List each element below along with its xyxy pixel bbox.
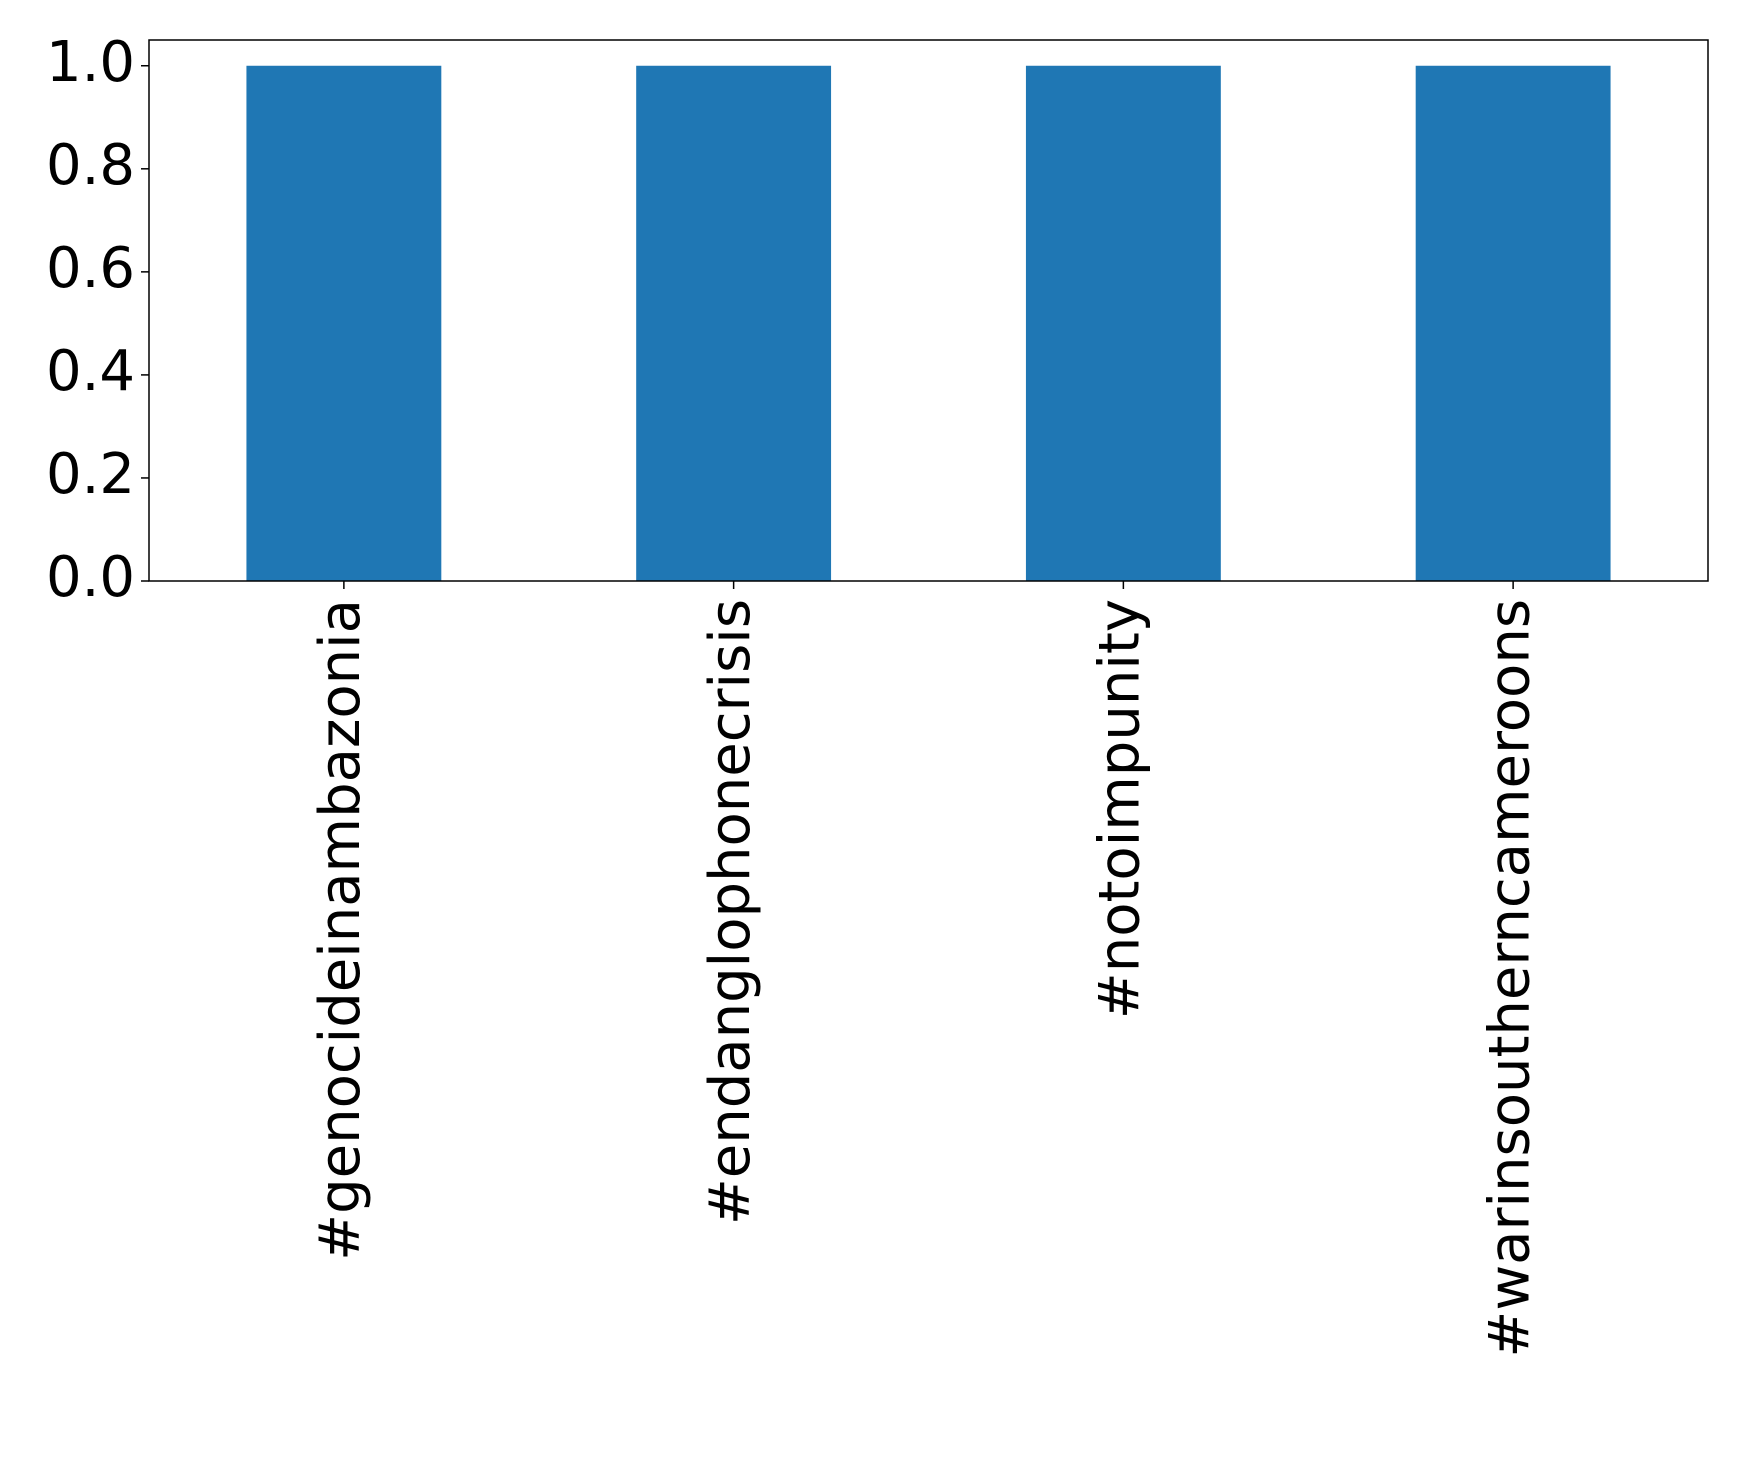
y-tick-label: 0.8	[46, 133, 135, 198]
x-tick-label: #endanglophonecrisis	[698, 599, 763, 1225]
y-tick-label: 0.0	[46, 545, 135, 610]
y-tick-label: 0.2	[46, 442, 135, 507]
bar	[246, 65, 442, 581]
y-tick-label: 1.0	[46, 30, 135, 95]
bar	[1415, 65, 1611, 581]
bar	[1025, 65, 1221, 581]
x-tick-label: #genocideinambazonia	[308, 599, 373, 1261]
bar	[636, 65, 832, 581]
y-tick-label: 0.4	[46, 339, 135, 404]
y-tick-label: 0.6	[46, 236, 135, 301]
x-tick-label: #notoimpunity	[1088, 599, 1153, 1019]
x-tick-label: #warinsoutherncameroons	[1477, 599, 1542, 1358]
plot-frame	[148, 39, 1709, 582]
